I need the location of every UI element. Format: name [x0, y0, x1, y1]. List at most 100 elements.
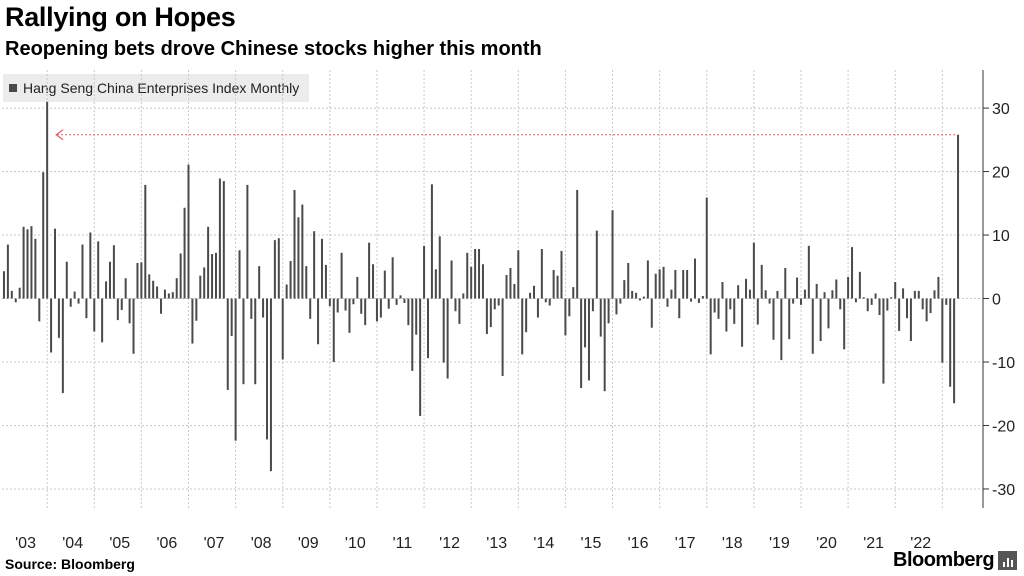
bar: [423, 245, 426, 299]
bar: [438, 236, 441, 299]
bar: [152, 280, 155, 299]
bar: [650, 298, 653, 328]
bar: [701, 295, 704, 299]
bar: [403, 298, 406, 303]
x-tick-label: '08: [251, 535, 272, 552]
bar: [434, 269, 437, 299]
bar: [344, 298, 347, 311]
bar: [780, 298, 783, 361]
bar: [631, 290, 634, 299]
bar: [128, 298, 131, 324]
bar: [827, 298, 830, 329]
bar: [741, 298, 744, 347]
bar: [332, 298, 335, 362]
bar: [108, 261, 111, 299]
bar: [30, 226, 33, 299]
bar: [478, 249, 481, 299]
bar: [921, 298, 924, 310]
bar: [324, 264, 327, 299]
bar: [627, 262, 630, 299]
bar: [61, 298, 64, 394]
bar: [784, 268, 787, 299]
chart-subtitle: Reopening bets drove Chinese stocks high…: [5, 38, 542, 60]
legend-label: Hang Seng China Enterprises Index Monthl…: [23, 80, 300, 96]
bar: [375, 298, 378, 322]
bar: [301, 204, 304, 299]
bar: [925, 298, 928, 322]
bar: [584, 298, 587, 348]
x-tick-label: '10: [345, 535, 366, 552]
bar: [34, 238, 37, 299]
bar: [450, 260, 453, 299]
bar: [120, 298, 123, 310]
bar: [454, 298, 457, 312]
bar: [760, 264, 763, 299]
bar: [116, 298, 119, 321]
bar: [211, 254, 214, 299]
x-tick-label: '18: [722, 535, 743, 552]
bar: [568, 298, 571, 317]
bar: [85, 298, 88, 319]
bar: [878, 298, 881, 316]
bar: [383, 270, 386, 299]
bar: [18, 287, 21, 299]
bar: [525, 298, 528, 333]
bar: [803, 289, 806, 299]
bar: [639, 298, 642, 301]
bar: [890, 297, 893, 299]
bar: [364, 298, 367, 326]
x-tick-label: '13: [486, 535, 507, 552]
bar: [835, 279, 838, 299]
x-tick-label: '05: [109, 535, 130, 552]
bar: [285, 284, 288, 299]
bar: [97, 241, 100, 299]
bar: [489, 298, 492, 328]
bar: [646, 260, 649, 299]
bar: [493, 298, 496, 310]
legend-swatch: [9, 84, 17, 92]
brand-wordmark: Bloomberg: [893, 549, 995, 571]
bar: [505, 275, 508, 299]
y-tick-label: 0: [992, 292, 1001, 309]
bloomberg-logo: Bloomberg: [893, 549, 1018, 572]
bar: [77, 298, 80, 304]
bar: [662, 266, 665, 299]
x-tick-label: '09: [298, 535, 319, 552]
bar: [729, 298, 732, 310]
bar: [658, 269, 661, 299]
bar: [46, 101, 49, 299]
chart-title: Rallying on Hopes: [5, 2, 236, 32]
bar: [14, 298, 17, 303]
bar: [576, 189, 579, 299]
bar: [407, 298, 410, 326]
bar: [548, 298, 551, 306]
bar: [764, 290, 767, 299]
bar: [242, 298, 245, 385]
bar: [258, 266, 261, 299]
bar: [870, 298, 873, 305]
bar: [544, 298, 547, 303]
y-tick-label: 10: [992, 228, 1010, 245]
bar: [167, 293, 170, 299]
bar: [733, 298, 736, 324]
bar: [697, 298, 700, 303]
x-tick-label: '12: [439, 535, 460, 552]
bar: [858, 271, 861, 299]
bar: [819, 298, 822, 342]
bar: [289, 261, 292, 299]
bar: [234, 298, 237, 441]
bar: [101, 298, 104, 343]
bar: [297, 217, 300, 299]
bar: [124, 278, 127, 299]
bar: [717, 298, 720, 319]
bar: [254, 298, 257, 385]
bar: [203, 267, 206, 299]
x-tick-label: '17: [675, 535, 696, 552]
bar: [666, 298, 669, 307]
bar: [246, 184, 249, 299]
bar: [823, 292, 826, 299]
bar: [430, 184, 433, 299]
bar: [65, 261, 68, 299]
bar: [42, 172, 45, 299]
bar: [395, 298, 398, 305]
